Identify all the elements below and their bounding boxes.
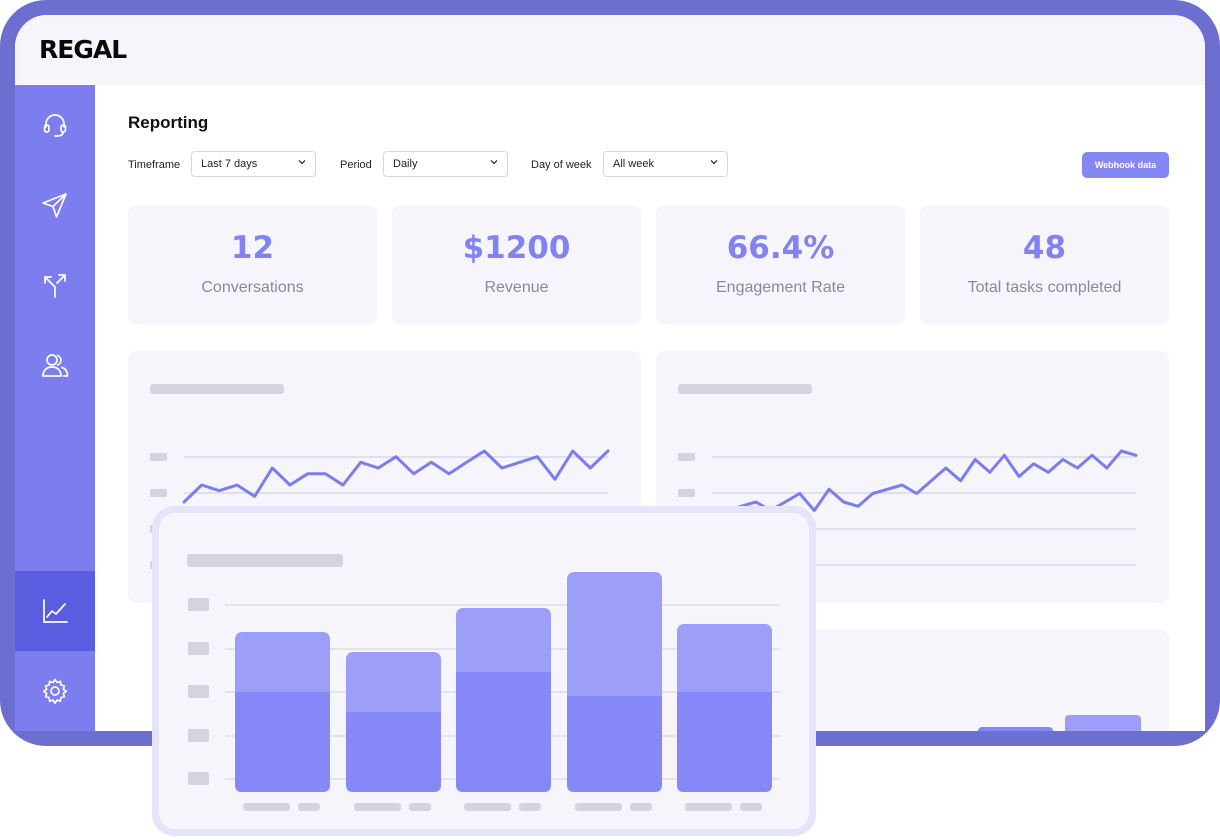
stat-card-tasks-completed: 48 Total tasks completed	[920, 206, 1169, 324]
bar-segment-bottom	[456, 672, 551, 792]
stat-value: $1200	[462, 230, 571, 266]
chevron-down-icon	[298, 160, 306, 165]
stat-label: Revenue	[484, 279, 549, 296]
data-line	[182, 449, 610, 504]
send-icon	[42, 193, 67, 218]
bar-chart-panel	[159, 513, 809, 829]
bar-segment-bottom	[346, 712, 441, 792]
gear-icon	[42, 678, 68, 704]
y-label-placeholder	[150, 489, 167, 497]
page-title: Reporting	[128, 113, 209, 132]
bar-segment-bottom	[235, 692, 330, 792]
data-line	[710, 449, 1138, 517]
stat-card-engagement-rate: 66.4% Engagement Rate	[656, 206, 905, 324]
stat-card-revenue: $1200 Revenue	[392, 206, 641, 324]
x-label-placeholder	[519, 803, 541, 811]
y-label-placeholder	[678, 489, 695, 497]
stat-label: Engagement Rate	[716, 279, 845, 296]
line-chart-icon	[43, 599, 68, 623]
timeframe-label: Timeframe	[128, 159, 181, 171]
users-icon	[42, 354, 69, 377]
period-label: Period	[340, 159, 372, 171]
day-of-week-label: Day of week	[531, 159, 592, 171]
x-label-placeholder	[575, 803, 622, 811]
y-label-placeholder	[678, 453, 695, 461]
x-label-placeholder	[630, 803, 652, 811]
y-label-placeholder	[150, 453, 167, 461]
chevron-down-icon	[490, 160, 498, 165]
y-label-placeholder	[188, 772, 209, 785]
stat-card-conversations: 12 Conversations	[128, 206, 377, 324]
chevron-down-icon	[710, 160, 718, 165]
bar-segment-bottom	[567, 696, 662, 792]
x-label-placeholder	[354, 803, 401, 811]
stat-label: Conversations	[201, 279, 304, 296]
x-label-placeholder	[740, 803, 762, 811]
sidebar-item-reporting[interactable]	[15, 571, 95, 651]
period-value: Daily	[393, 158, 418, 170]
sidebar-item-inbox[interactable]	[15, 85, 95, 165]
regal-logo[interactable]: REGAL	[39, 35, 127, 64]
day-of-week-select[interactable]: All week	[603, 151, 728, 177]
y-label-placeholder	[188, 598, 209, 611]
x-label-placeholder	[464, 803, 511, 811]
webhook-data-button[interactable]: Webhook data	[1082, 152, 1169, 178]
x-label-placeholder	[298, 803, 320, 811]
stat-value: 66.4%	[726, 230, 835, 266]
bar-peek	[978, 727, 1053, 731]
headset-icon	[43, 114, 67, 137]
timeframe-value: Last 7 days	[201, 158, 258, 170]
y-label-placeholder	[188, 685, 209, 698]
sidebar-item-campaigns[interactable]	[15, 165, 95, 245]
stat-value: 12	[230, 230, 275, 266]
sidebar-item-contacts[interactable]	[15, 325, 95, 405]
bar-chart	[187, 554, 780, 811]
y-label-placeholder	[188, 642, 209, 655]
floating-bar-chart-card	[152, 506, 816, 836]
sidebar-item-journeys[interactable]	[15, 245, 95, 325]
bar-segment-bottom	[677, 692, 772, 792]
title-placeholder	[150, 384, 284, 394]
top-bar: REGAL	[15, 15, 1205, 85]
sidebar-item-settings[interactable]	[15, 651, 95, 731]
stat-label: Total tasks completed	[967, 279, 1122, 296]
x-label-placeholder	[409, 803, 431, 811]
title-placeholder	[678, 384, 812, 394]
bar-peek	[1065, 715, 1141, 731]
timeframe-select[interactable]: Last 7 days	[191, 151, 316, 177]
stat-value: 48	[1022, 230, 1067, 266]
sidebar	[15, 85, 95, 731]
split-arrows-icon	[44, 274, 66, 298]
x-label-placeholder	[685, 803, 732, 811]
period-select[interactable]: Daily	[383, 151, 508, 177]
y-label-placeholder	[188, 729, 209, 742]
x-label-placeholder	[243, 803, 290, 811]
day-of-week-value: All week	[613, 158, 654, 170]
title-placeholder	[187, 554, 343, 567]
